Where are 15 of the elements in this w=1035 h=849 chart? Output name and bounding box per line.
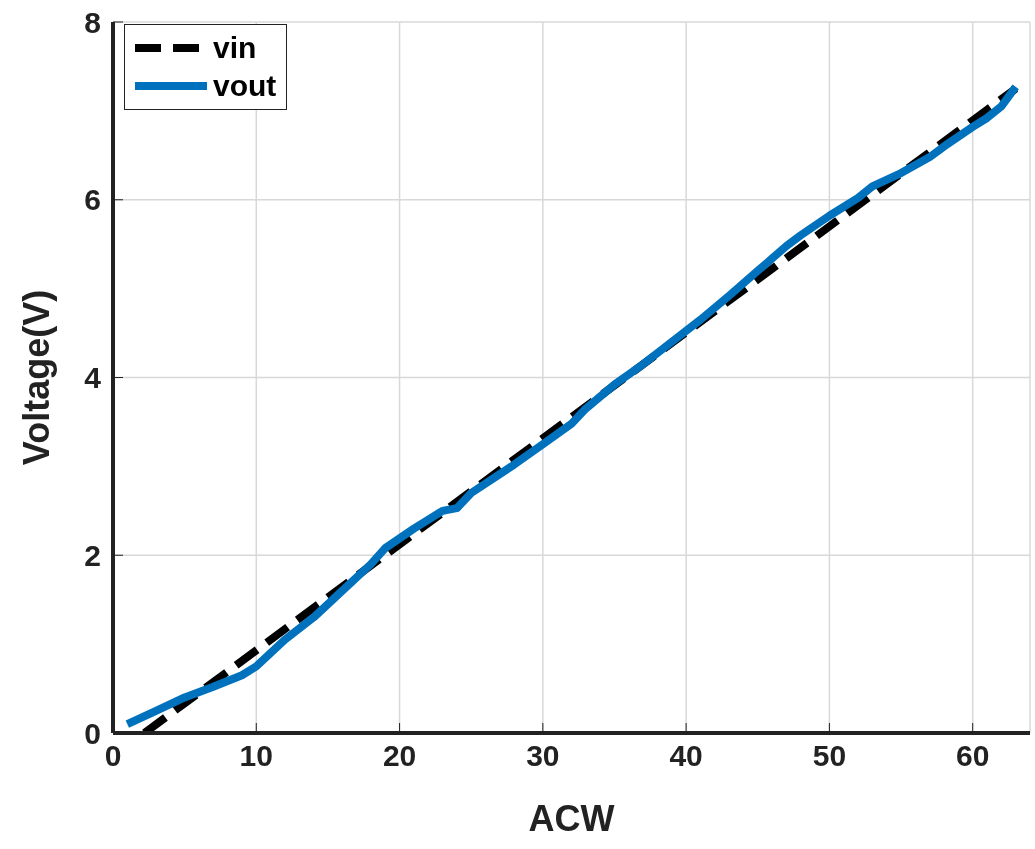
legend-label: vin xyxy=(213,31,257,65)
x-tick-label: 50 xyxy=(812,739,847,773)
y-tick-label: 4 xyxy=(84,361,102,395)
x-tick-label: 40 xyxy=(669,739,703,773)
y-axis-title: Voltage(V) xyxy=(15,289,57,466)
x-tick-label: 20 xyxy=(382,739,417,773)
y-tick-label: 2 xyxy=(84,538,101,572)
legend-label: vout xyxy=(213,69,277,103)
y-tick-label: 8 xyxy=(84,5,101,39)
x-tick-label: 30 xyxy=(526,739,560,773)
x-axis-title: ACW xyxy=(528,798,615,839)
y-tick-label: 6 xyxy=(84,183,101,217)
x-tick-label: 10 xyxy=(239,739,273,773)
y-tick-label: 0 xyxy=(84,716,101,750)
x-tick-label: 60 xyxy=(956,739,990,773)
